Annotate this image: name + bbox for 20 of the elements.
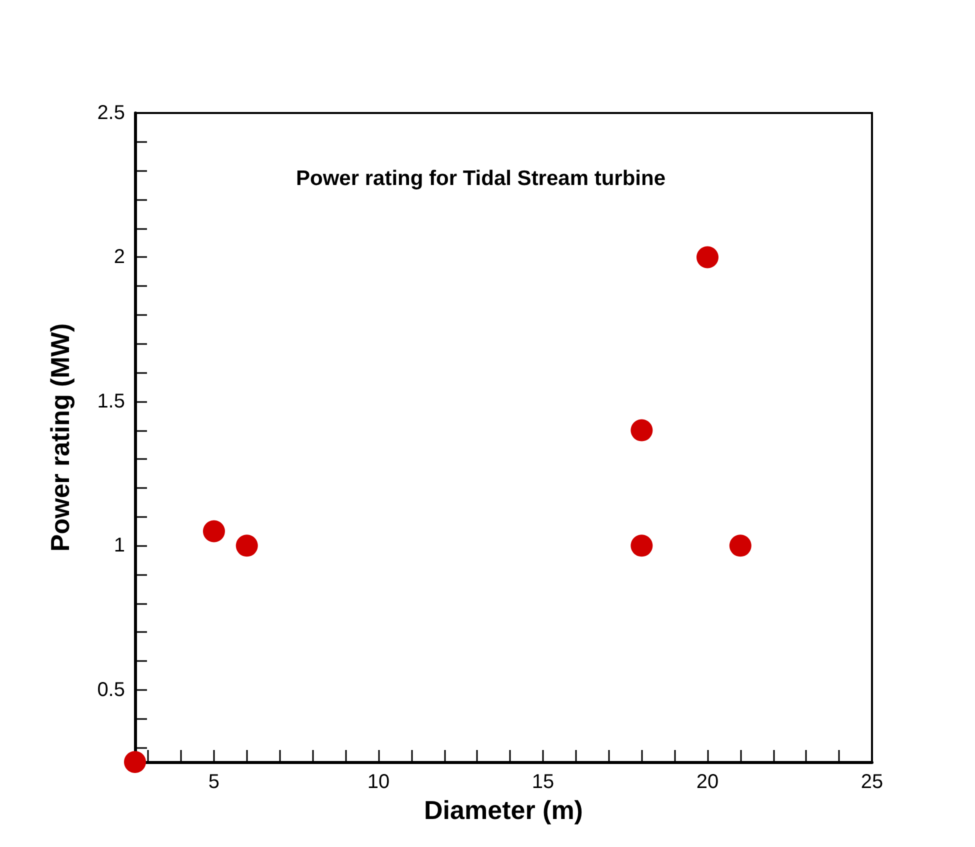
x-tick-label: 20 bbox=[696, 771, 719, 793]
point bbox=[729, 534, 752, 557]
point bbox=[202, 520, 225, 542]
y-axis-title: Power rating (MW) bbox=[45, 323, 75, 552]
x-tick-label: 15 bbox=[532, 771, 554, 793]
y-tick-label: 2 bbox=[114, 246, 125, 268]
text: Power rating for Tidal Stream turbine bbox=[296, 167, 666, 190]
y-tick-label: 1.5 bbox=[97, 390, 125, 412]
y-tick-label: 0.5 bbox=[97, 678, 125, 701]
x-tick-label: 5 bbox=[208, 771, 220, 793]
point bbox=[696, 246, 718, 268]
x-tick-label: 25 bbox=[860, 771, 884, 793]
y-tick-label: 2.5 bbox=[97, 102, 125, 124]
x-tick-label: 10 bbox=[367, 771, 390, 793]
point bbox=[630, 534, 653, 557]
point bbox=[630, 419, 653, 442]
x-axis-title: Diameter (m) bbox=[424, 794, 583, 825]
point bbox=[124, 751, 146, 773]
y-tick-label: 1 bbox=[114, 534, 125, 557]
point bbox=[236, 534, 258, 557]
